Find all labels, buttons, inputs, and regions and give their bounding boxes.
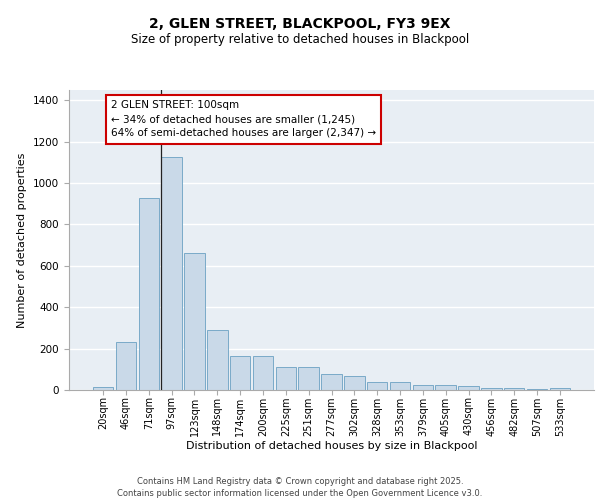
Bar [436, 386, 456, 390]
Text: Size of property relative to detached houses in Blackpool: Size of property relative to detached ho… [131, 32, 469, 46]
Bar [275, 367, 296, 390]
Bar [481, 388, 502, 390]
Bar [161, 157, 182, 390]
Bar [527, 389, 547, 390]
Bar [184, 254, 205, 390]
Bar [230, 356, 250, 390]
Bar [458, 386, 479, 390]
Bar [344, 376, 365, 390]
Bar [116, 342, 136, 390]
Text: 2, GLEN STREET, BLACKPOOL, FY3 9EX: 2, GLEN STREET, BLACKPOOL, FY3 9EX [149, 18, 451, 32]
Text: 2 GLEN STREET: 100sqm
← 34% of detached houses are smaller (1,245)
64% of semi-d: 2 GLEN STREET: 100sqm ← 34% of detached … [111, 100, 376, 138]
Bar [93, 387, 113, 390]
Bar [504, 388, 524, 390]
Bar [253, 356, 273, 390]
Bar [367, 382, 388, 390]
Y-axis label: Number of detached properties: Number of detached properties [17, 152, 28, 328]
Bar [413, 385, 433, 390]
X-axis label: Distribution of detached houses by size in Blackpool: Distribution of detached houses by size … [186, 442, 477, 452]
Bar [390, 382, 410, 390]
Bar [550, 388, 570, 390]
Bar [321, 374, 342, 390]
Bar [298, 367, 319, 390]
Bar [139, 198, 159, 390]
Text: Contains HM Land Registry data © Crown copyright and database right 2025.
Contai: Contains HM Land Registry data © Crown c… [118, 476, 482, 498]
Bar [207, 330, 227, 390]
